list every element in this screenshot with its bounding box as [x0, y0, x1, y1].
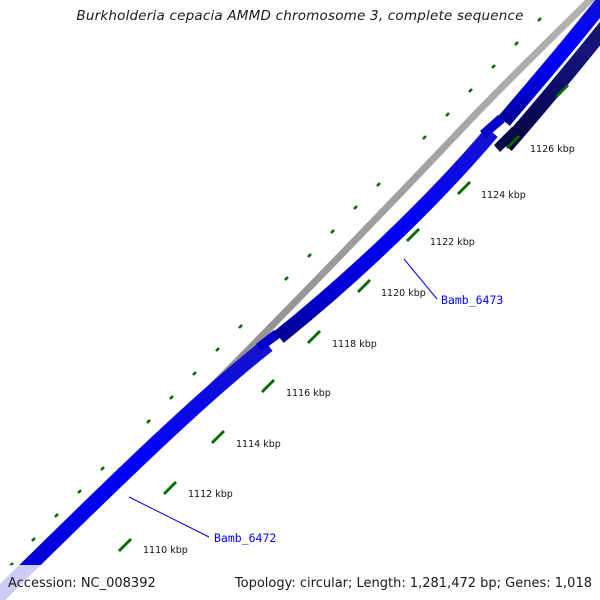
gene-label[interactable]: Bamb_6472 — [214, 531, 276, 545]
genome-summary: Topology: circular; Length: 1,281,472 bp… — [234, 576, 592, 591]
accession-label: Accession: NC_008392 — [8, 576, 156, 591]
gene-callout-bamb-6472[interactable]: Bamb_6472 — [128, 496, 276, 545]
tick-label: 1120 kbp — [381, 288, 426, 299]
tick-label: 1126 kbp — [530, 144, 575, 155]
reverse-strand-genes[interactable] — [494, 14, 600, 152]
tick-label: 1122 kbp — [430, 237, 475, 248]
leader-line — [403, 258, 438, 300]
tick-label: 1110 kbp — [143, 545, 188, 556]
major-ticks — [117, 83, 570, 553]
tick-label: 1114 kbp — [236, 439, 281, 450]
minor-ticks — [9, 17, 542, 567]
leader-line — [128, 496, 210, 538]
page-title: Burkholderia cepacia AMMD chromosome 3, … — [76, 8, 523, 24]
status-text-layer: Accession: NC_008392 Topology: circular;… — [8, 576, 592, 591]
tick-label: 1116 kbp — [286, 388, 331, 399]
tick-label: 1124 kbp — [481, 190, 526, 201]
tick-label: 1112 kbp — [188, 489, 233, 500]
status-bar: Accession: NC_008392 Topology: circular;… — [0, 565, 600, 600]
gene-callout-bamb-6473[interactable]: Bamb_6473 — [403, 258, 503, 307]
gene-label[interactable]: Bamb_6473 — [441, 293, 503, 307]
tick-label: 1118 kbp — [332, 339, 377, 350]
